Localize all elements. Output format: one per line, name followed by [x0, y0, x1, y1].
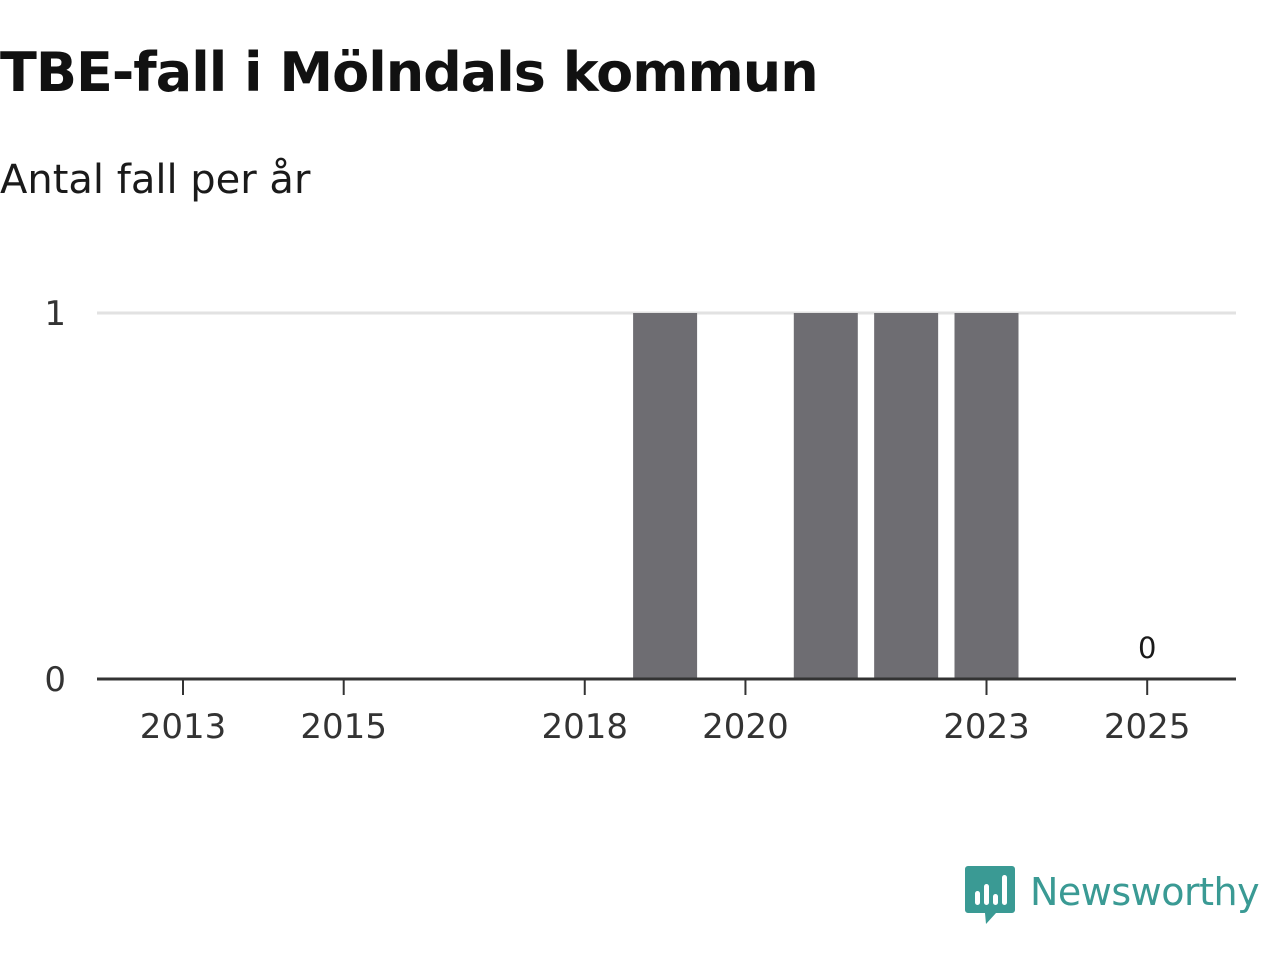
x-axis: 0 1 2013 2015 2018 2020 2023 2025	[44, 294, 1236, 747]
chart-subtitle: Antal fall per år	[0, 157, 311, 203]
bar-2019	[633, 313, 698, 679]
data-labels: 0	[1138, 631, 1156, 665]
y-tick-label: 0	[44, 660, 66, 700]
bar-2021	[793, 313, 858, 679]
x-tick-label: 2018	[541, 707, 628, 747]
newsworthy-brand: Newsworthy	[964, 864, 1260, 928]
bar-2022	[874, 313, 939, 679]
brand-name: Newsworthy	[1030, 870, 1260, 914]
x-tick-label: 2023	[943, 707, 1030, 747]
bars	[633, 313, 1019, 679]
data-label: 0	[1138, 631, 1156, 665]
newsworthy-logo-icon	[965, 866, 1015, 924]
y-tick-label: 1	[44, 294, 66, 334]
x-tick-label: 2015	[300, 707, 387, 747]
bar-chart: 0 1 2013 2015 2018 2020 2023 2025 0	[44, 294, 1236, 747]
chart-title: TBE-fall i Mölndals kommun	[0, 41, 819, 104]
bar-2023	[954, 313, 1019, 679]
x-tick-label: 2013	[140, 707, 227, 747]
x-tick-label: 2025	[1104, 707, 1191, 747]
x-tick-label: 2020	[702, 707, 789, 747]
